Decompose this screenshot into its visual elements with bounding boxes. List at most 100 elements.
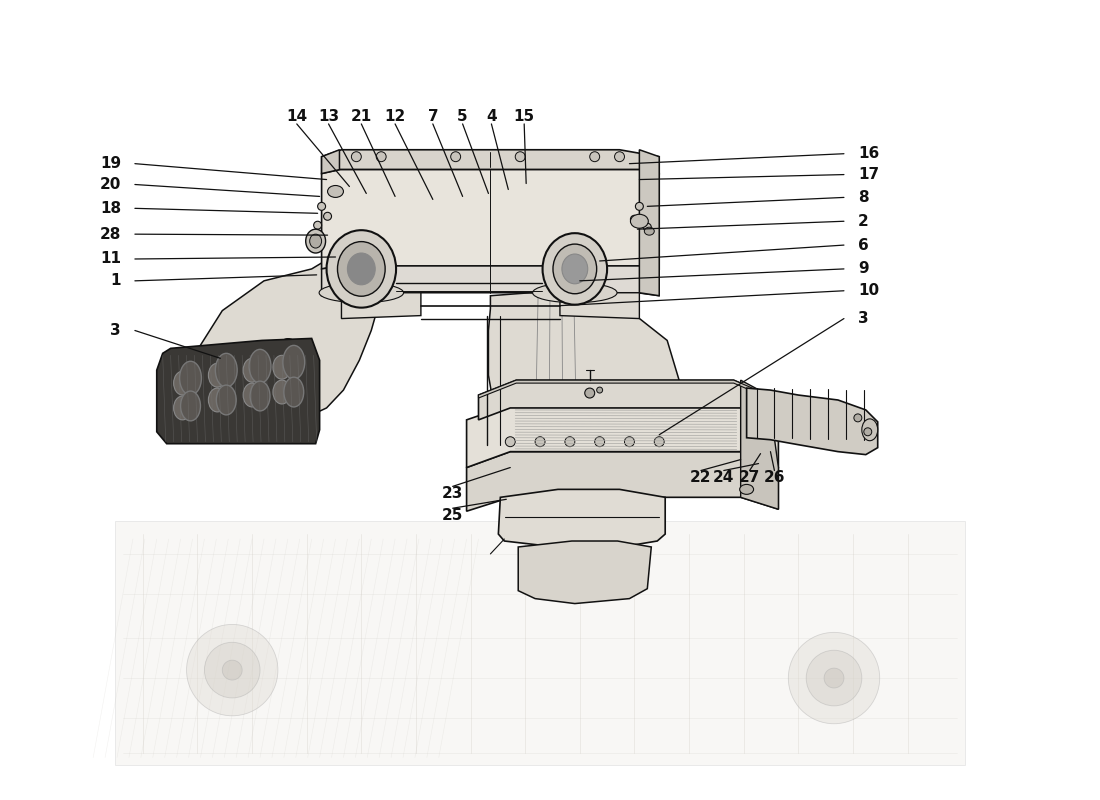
- Polygon shape: [321, 170, 659, 269]
- Ellipse shape: [532, 283, 617, 302]
- Text: 20: 20: [100, 177, 121, 192]
- Text: 16: 16: [858, 146, 879, 162]
- Ellipse shape: [273, 355, 290, 379]
- Ellipse shape: [180, 391, 200, 421]
- Circle shape: [565, 437, 575, 446]
- Circle shape: [351, 152, 361, 162]
- Text: 4: 4: [486, 110, 497, 125]
- Ellipse shape: [284, 377, 304, 407]
- Circle shape: [585, 388, 595, 398]
- Ellipse shape: [208, 388, 227, 412]
- Circle shape: [590, 152, 600, 162]
- Circle shape: [595, 437, 605, 446]
- Text: 18: 18: [100, 201, 121, 216]
- Circle shape: [535, 437, 544, 446]
- Circle shape: [806, 650, 861, 706]
- Ellipse shape: [219, 363, 242, 393]
- Circle shape: [654, 437, 664, 446]
- Ellipse shape: [348, 253, 375, 285]
- Polygon shape: [491, 430, 679, 454]
- Text: 7: 7: [428, 110, 438, 125]
- Circle shape: [625, 437, 635, 446]
- Text: 5: 5: [458, 110, 468, 125]
- Ellipse shape: [739, 485, 754, 494]
- Polygon shape: [498, 490, 666, 547]
- Circle shape: [222, 660, 242, 680]
- Circle shape: [318, 202, 326, 210]
- Ellipse shape: [239, 354, 262, 383]
- Text: 23: 23: [442, 486, 463, 501]
- Ellipse shape: [249, 350, 271, 383]
- Circle shape: [187, 625, 278, 716]
- Ellipse shape: [174, 396, 191, 420]
- Polygon shape: [321, 150, 659, 174]
- Text: 26: 26: [763, 470, 785, 485]
- Ellipse shape: [250, 381, 270, 411]
- Text: 9: 9: [858, 262, 869, 277]
- Text: 24: 24: [713, 470, 735, 485]
- Polygon shape: [747, 388, 878, 454]
- Polygon shape: [466, 405, 779, 467]
- Polygon shape: [478, 380, 769, 420]
- Ellipse shape: [243, 383, 261, 407]
- Ellipse shape: [258, 346, 282, 375]
- Polygon shape: [341, 293, 421, 318]
- Polygon shape: [478, 380, 769, 398]
- Circle shape: [789, 632, 880, 724]
- Polygon shape: [740, 380, 779, 510]
- Ellipse shape: [327, 230, 396, 308]
- Circle shape: [636, 202, 644, 210]
- Polygon shape: [639, 150, 659, 296]
- Circle shape: [505, 437, 515, 446]
- Polygon shape: [466, 452, 779, 511]
- Ellipse shape: [542, 233, 607, 305]
- Ellipse shape: [216, 354, 238, 387]
- Polygon shape: [321, 266, 659, 296]
- Ellipse shape: [306, 229, 326, 253]
- Circle shape: [314, 222, 321, 229]
- Polygon shape: [560, 293, 639, 318]
- Circle shape: [644, 223, 651, 231]
- Ellipse shape: [645, 227, 654, 235]
- Polygon shape: [488, 293, 679, 448]
- Circle shape: [596, 387, 603, 393]
- Text: 2: 2: [858, 214, 869, 229]
- Circle shape: [205, 642, 260, 698]
- Ellipse shape: [208, 363, 227, 387]
- Circle shape: [854, 414, 861, 422]
- Ellipse shape: [283, 346, 305, 379]
- Circle shape: [630, 215, 638, 223]
- Text: 6: 6: [858, 238, 869, 253]
- Text: 3: 3: [858, 311, 869, 326]
- Ellipse shape: [310, 234, 321, 248]
- Text: 10: 10: [858, 283, 879, 298]
- Ellipse shape: [328, 186, 343, 198]
- Text: 1: 1: [110, 274, 121, 288]
- Polygon shape: [198, 263, 402, 415]
- Text: 22: 22: [690, 470, 712, 485]
- Text: 8: 8: [858, 190, 869, 205]
- Ellipse shape: [562, 254, 587, 284]
- Ellipse shape: [630, 214, 648, 228]
- Polygon shape: [518, 541, 651, 603]
- Ellipse shape: [243, 358, 261, 382]
- Circle shape: [376, 152, 386, 162]
- Ellipse shape: [179, 362, 201, 395]
- Circle shape: [864, 428, 871, 436]
- Ellipse shape: [319, 283, 404, 302]
- Text: 21: 21: [351, 110, 372, 125]
- Ellipse shape: [217, 385, 236, 415]
- Ellipse shape: [174, 371, 191, 395]
- Polygon shape: [321, 150, 340, 174]
- Text: 28: 28: [100, 226, 121, 242]
- Ellipse shape: [861, 419, 878, 441]
- Text: 14: 14: [286, 110, 307, 125]
- Text: 25: 25: [442, 508, 463, 522]
- Ellipse shape: [338, 242, 385, 296]
- Circle shape: [615, 152, 625, 162]
- Ellipse shape: [553, 244, 596, 294]
- Circle shape: [824, 668, 844, 688]
- Text: 15: 15: [514, 110, 535, 125]
- Text: 27: 27: [739, 470, 760, 485]
- Text: 17: 17: [858, 167, 879, 182]
